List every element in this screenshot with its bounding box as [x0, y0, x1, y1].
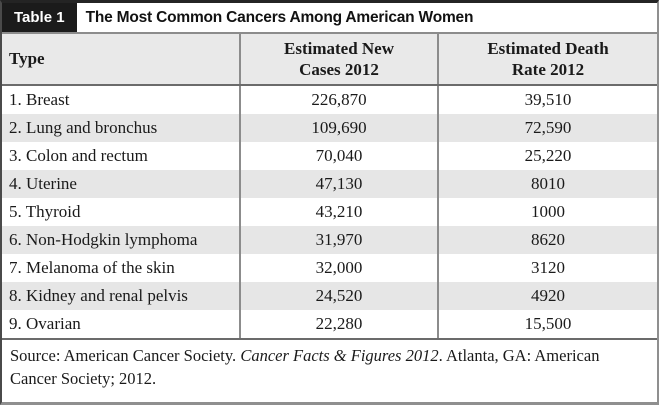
table-title: The Most Common Cancers Among American W… [85, 8, 474, 26]
header-line: Rate 2012 [511, 60, 585, 79]
cell-new-cases: 226,870 [239, 85, 438, 114]
table-number-label: Table 1 [2, 3, 77, 32]
cell-new-cases: 47,130 [239, 170, 438, 198]
cell-type: 9. Ovarian [9, 314, 81, 333]
cancer-data-table: Type Estimated New Cases 2012 Estimated … [2, 34, 657, 338]
cell-new-cases: 31,970 [239, 226, 438, 254]
cell-death-rate: 15,500 [437, 310, 657, 338]
table-row: 9. Ovarian 22,280 15,500 [2, 310, 657, 338]
cell-death-rate: 72,590 [437, 114, 657, 142]
cell-new-cases: 109,690 [239, 114, 438, 142]
source-text: . Atlanta, GA: American Cancer Society; … [10, 346, 600, 389]
cell-death-rate: 4920 [437, 282, 657, 310]
cell-type: 6. Non-Hodgkin lymphoma [9, 230, 198, 249]
cell-new-cases: 70,040 [239, 142, 438, 170]
header-line: Cases 2012 [299, 60, 379, 79]
cell-type: 3. Colon and rectum [9, 146, 148, 165]
table-row: 7. Melanoma of the skin 32,000 3120 [2, 254, 657, 282]
table-row: 6. Non-Hodgkin lymphoma 31,970 8620 [2, 226, 657, 254]
table-row: 4. Uterine 47,130 8010 [2, 170, 657, 198]
source-citation: Source: American Cancer Society. Cancer … [2, 338, 657, 402]
cell-death-rate: 39,510 [437, 85, 657, 114]
table-title-bar: Table 1 The Most Common Cancers Among Am… [2, 3, 657, 34]
cell-new-cases: 43,210 [239, 198, 438, 226]
cell-death-rate: 1000 [437, 198, 657, 226]
column-header-type: Type [2, 34, 240, 86]
column-header-new-cases: Estimated New Cases 2012 [239, 34, 438, 86]
cell-death-rate: 3120 [437, 254, 657, 282]
cell-type: 1. Breast [9, 90, 70, 109]
table-row: 2. Lung and bronchus 109,690 72,590 [2, 114, 657, 142]
column-header-death-rate: Estimated Death Rate 2012 [437, 34, 657, 86]
cell-type: 4. Uterine [9, 174, 77, 193]
source-text: Source: American Cancer Society. [10, 346, 241, 365]
table-row: 5. Thyroid 43,210 1000 [2, 198, 657, 226]
table-row: 8. Kidney and renal pelvis 24,520 4920 [2, 282, 657, 310]
cell-type: 8. Kidney and renal pelvis [9, 286, 188, 305]
cell-death-rate: 25,220 [437, 142, 657, 170]
table-row: 3. Colon and rectum 70,040 25,220 [2, 142, 657, 170]
header-line: Estimated Death [487, 38, 609, 58]
header-line: Estimated New [283, 38, 394, 58]
cell-type: 2. Lung and bronchus [9, 118, 158, 137]
source-work-title: Cancer Facts & Figures 2012 [240, 346, 439, 365]
cell-new-cases: 32,000 [239, 254, 438, 282]
table-row: 1. Breast 226,870 39,510 [2, 85, 657, 114]
cell-death-rate: 8620 [437, 226, 657, 254]
cell-new-cases: 24,520 [239, 282, 438, 310]
cell-type: 7. Melanoma of the skin [9, 258, 175, 277]
header-row: Type Estimated New Cases 2012 Estimated … [2, 34, 657, 86]
cell-new-cases: 22,280 [239, 310, 438, 338]
cell-type: 5. Thyroid [9, 202, 81, 221]
cell-death-rate: 8010 [437, 170, 657, 198]
